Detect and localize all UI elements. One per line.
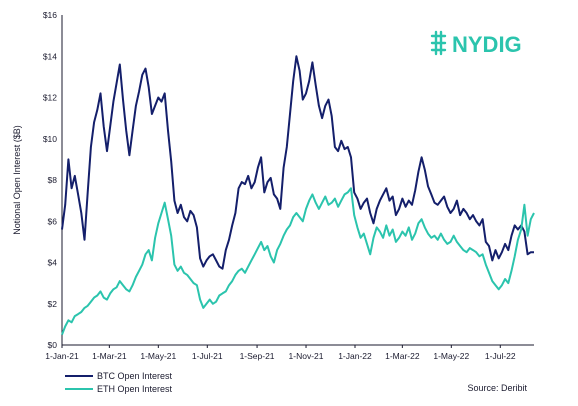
y-axis-label: Notional Open Interest ($B) (12, 125, 22, 235)
nydig-logo: NYDIG (430, 30, 522, 57)
y-tick-label: $10 (43, 134, 57, 144)
y-tick-label: $8 (48, 175, 58, 185)
x-tick-label: 1-Jan-21 (45, 351, 79, 361)
y-tick-labels: $0 $2 $4 $6 $8 $10 $12 $14 $16 (43, 10, 57, 350)
y-tick-label: $6 (48, 216, 58, 226)
axes: Notional Open Interest ($B) (12, 15, 534, 346)
legend: BTC Open Interest ETH Open Interest (65, 371, 173, 394)
legend-label-eth: ETH Open Interest (97, 384, 173, 394)
y-tick-label: $12 (43, 93, 57, 103)
nydig-logo-icon (430, 30, 447, 56)
x-tick-label: 1-Mar-21 (92, 351, 127, 361)
series-lines (61, 55, 535, 336)
x-tick-label: 1-Mar-22 (385, 351, 420, 361)
x-tick-label: 1-May-21 (140, 351, 176, 361)
y-tick-label: $4 (48, 258, 58, 268)
btc-open-interest-line (61, 55, 534, 270)
x-tick-label: 1-May-22 (433, 351, 469, 361)
legend-label-btc: BTC Open Interest (97, 371, 173, 381)
x-tick-label: 1-Jul-22 (485, 351, 516, 361)
x-tick-label: 1-Nov-21 (289, 351, 324, 361)
y-tick-label: $14 (43, 51, 57, 61)
source-note: Source: Deribit (467, 383, 527, 393)
x-tick-labels: 1-Jan-21 1-Mar-21 1-May-21 1-Jul-21 1-Sep-21… (45, 345, 516, 361)
x-tick-label: 1-Sep-21 (240, 351, 275, 361)
y-tick-label: $0 (48, 340, 58, 350)
y-tick-label: $16 (43, 10, 57, 20)
y-tick-label: $2 (48, 299, 58, 309)
eth-open-interest-line (61, 187, 535, 336)
x-tick-label: 1-Jul-21 (192, 351, 223, 361)
x-tick-label: 1-Jan-22 (338, 351, 372, 361)
brand-name: NYDIG (452, 32, 522, 57)
